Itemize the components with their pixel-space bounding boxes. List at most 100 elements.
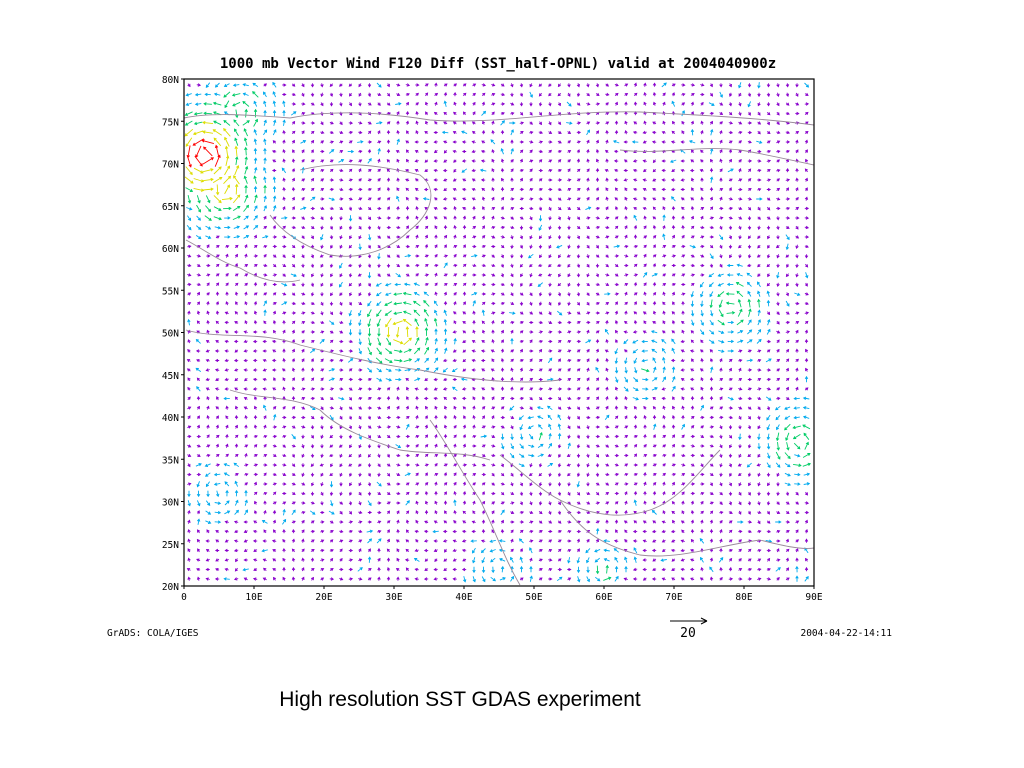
wind-vector <box>586 425 590 430</box>
wind-vector <box>291 329 296 334</box>
wind-vector <box>738 187 743 192</box>
wind-vector <box>529 387 534 391</box>
wind-vector <box>282 368 286 372</box>
wind-vector <box>233 339 239 344</box>
wind-vector <box>396 510 400 515</box>
wind-vector <box>529 140 534 144</box>
wind-vector <box>690 415 695 420</box>
wind-vector <box>709 319 714 326</box>
wind-vector <box>802 396 810 401</box>
wind-vector <box>641 368 650 373</box>
wind-vector <box>586 501 591 505</box>
wind-vector <box>396 129 400 135</box>
wind-vector <box>462 101 467 106</box>
wind-vector <box>700 404 704 411</box>
wind-vector <box>567 292 571 297</box>
wind-vector <box>244 146 248 156</box>
wind-vector <box>671 120 676 125</box>
wind-vector <box>234 473 239 477</box>
wind-vector <box>766 501 771 506</box>
wind-vector <box>709 235 715 239</box>
wind-vector <box>386 216 392 220</box>
wind-vector <box>377 102 381 106</box>
wind-vector <box>212 176 223 183</box>
wind-vector <box>367 244 371 249</box>
wind-vector <box>282 263 287 267</box>
wind-vector <box>491 235 496 239</box>
wind-vector <box>624 349 628 353</box>
wind-vector <box>500 357 505 363</box>
wind-vector <box>490 576 497 582</box>
wind-vector <box>747 329 753 335</box>
wind-vector <box>301 406 306 410</box>
wind-vector <box>728 377 733 382</box>
wind-vector <box>386 434 391 439</box>
wind-vector <box>709 120 713 125</box>
wind-vector <box>738 529 743 534</box>
wind-vector <box>680 387 685 391</box>
wind-vector <box>244 499 248 506</box>
wind-vector <box>735 282 744 287</box>
wind-vector <box>662 225 666 230</box>
wind-vector <box>803 432 810 440</box>
wind-vector <box>320 311 324 316</box>
wind-vector <box>576 510 582 515</box>
wind-vector <box>548 282 552 288</box>
wind-vector <box>272 310 277 315</box>
wind-vector <box>339 387 344 391</box>
wind-vector <box>291 548 295 553</box>
wind-vector <box>339 92 343 98</box>
wind-vector <box>224 184 230 195</box>
wind-vector <box>776 272 780 279</box>
wind-vector <box>747 387 752 391</box>
wind-vector <box>272 185 277 193</box>
wind-vector <box>576 481 580 488</box>
wind-vector <box>747 290 752 297</box>
wind-vector <box>223 119 231 126</box>
wind-vector <box>766 520 771 524</box>
wind-vector <box>320 130 325 135</box>
wind-vector <box>614 168 619 173</box>
wind-vector <box>632 567 638 572</box>
wind-vector <box>500 112 505 116</box>
wind-vector <box>614 519 619 524</box>
wind-vector <box>339 83 343 87</box>
wind-vector <box>235 109 239 119</box>
wind-vector <box>700 149 704 154</box>
wind-vector <box>243 529 248 533</box>
wind-vector <box>576 292 581 297</box>
wind-vector <box>367 538 373 544</box>
wind-vector <box>414 169 419 173</box>
wind-vector <box>472 547 476 554</box>
wind-vector <box>310 557 315 562</box>
wind-vector <box>233 119 240 127</box>
wind-vector <box>710 128 714 136</box>
wind-vector <box>310 576 315 581</box>
wind-vector <box>652 91 657 97</box>
wind-vector <box>776 254 780 259</box>
wind-vector <box>576 92 581 98</box>
wind-vector <box>310 396 316 401</box>
wind-vector <box>214 510 222 515</box>
wind-vector <box>738 225 742 230</box>
wind-vector <box>320 548 325 553</box>
wind-vector <box>662 301 666 306</box>
wind-vector <box>510 443 514 450</box>
wind-vector <box>282 348 286 353</box>
wind-vector <box>728 187 732 192</box>
wind-vector <box>519 348 523 353</box>
reference-arrow <box>670 617 708 625</box>
wind-vector <box>196 481 200 488</box>
wind-vector <box>557 558 562 562</box>
wind-vector <box>548 368 553 372</box>
wind-vector <box>348 396 353 401</box>
wind-vector <box>367 207 372 211</box>
wind-vector <box>423 387 429 391</box>
wind-vector <box>224 529 229 534</box>
wind-vector <box>519 501 524 506</box>
wind-vector <box>232 101 241 107</box>
wind-vector <box>671 224 676 230</box>
wind-vector <box>187 273 192 277</box>
wind-vector <box>434 234 438 239</box>
wind-vector <box>557 358 561 363</box>
